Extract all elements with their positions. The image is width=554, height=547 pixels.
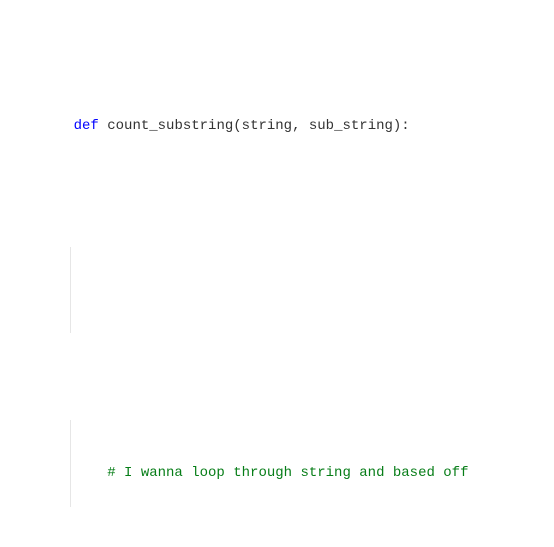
code-line[interactable]: def count_substring(string, sub_string): <box>20 95 554 160</box>
comment: # I wanna loop through string and based … <box>107 465 477 481</box>
function-name: count_substring <box>107 118 233 134</box>
keyword-def: def <box>74 118 99 134</box>
code-line[interactable]: # I wanna loop through string and based … <box>20 420 554 507</box>
code-line[interactable] <box>20 247 554 334</box>
code-editor[interactable]: def count_substring(string, sub_string):… <box>0 0 554 547</box>
params: (string, sub_string): <box>233 118 409 134</box>
